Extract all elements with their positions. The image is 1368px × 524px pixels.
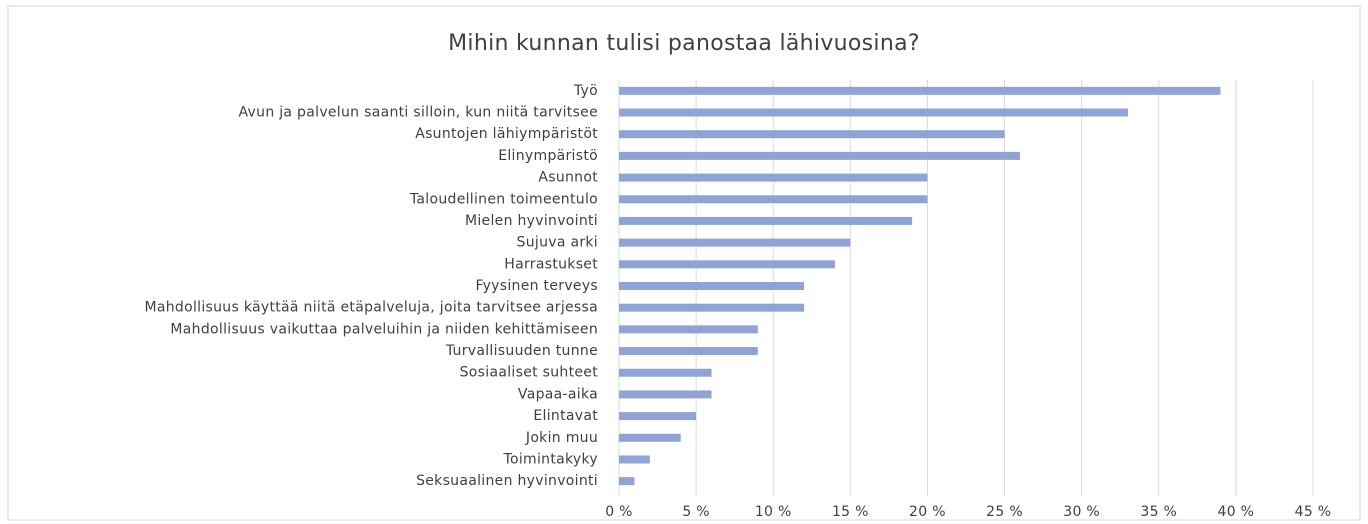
- x-tick-label: 40 %: [1217, 504, 1254, 520]
- x-tick-label: 30 %: [1063, 504, 1100, 520]
- y-tick-label: Turvallisuuden tunne: [445, 343, 598, 359]
- x-tick-label: 0 %: [605, 504, 633, 520]
- bar: [619, 86, 1221, 95]
- y-tick-label: Toimintakyky: [503, 451, 598, 467]
- bar: [619, 151, 1020, 160]
- x-tick-label: 25 %: [986, 504, 1023, 520]
- y-tick-label: Mahdollisuus käyttää niitä etäpalveluja,…: [144, 300, 598, 316]
- bar: [619, 282, 805, 290]
- bar: [619, 195, 928, 204]
- x-tick-label: 45 %: [1295, 504, 1332, 520]
- x-tick-label: 15 %: [832, 504, 869, 520]
- y-tick-label: Taloudellinen toimeentulo: [409, 191, 598, 207]
- bar: [619, 412, 697, 421]
- y-tick-label: Elintavat: [533, 408, 598, 424]
- y-tick-label: Elinympäristö: [498, 148, 598, 164]
- x-tick-label: 20 %: [909, 504, 946, 520]
- bar: [619, 477, 635, 486]
- bar: [619, 347, 758, 356]
- y-tick-label: Seksuaalinen hyvinvointi: [416, 473, 598, 489]
- bar: [619, 238, 851, 247]
- y-tick-label: Mahdollisuus vaikuttaa palveluihin ja ni…: [170, 321, 598, 337]
- y-tick-label: Asunnot: [538, 170, 598, 186]
- bar: [619, 216, 913, 225]
- bar: [619, 303, 805, 312]
- y-tick-label: Sosiaaliset suhteet: [460, 365, 599, 381]
- bar: [619, 130, 1005, 139]
- x-tick-label: 35 %: [1140, 504, 1177, 520]
- y-tick-label: Vapaa-aika: [518, 386, 598, 402]
- chart-title: Mihin kunnan tulisi panostaa lähivuosina…: [448, 31, 920, 56]
- y-tick-label: Mielen hyvinvointi: [465, 213, 598, 229]
- x-tick-label: 10 %: [755, 504, 792, 520]
- bar: [619, 455, 650, 464]
- bar: [619, 325, 758, 334]
- bar: [619, 260, 835, 269]
- y-tick-label: Fyysinen terveys: [476, 278, 598, 294]
- y-tick-label: Harrastukset: [504, 256, 598, 272]
- bar: [619, 368, 712, 377]
- bar: [619, 108, 1128, 117]
- bar: [619, 173, 928, 182]
- y-tick-label: Asuntojen lähiympäristöt: [415, 126, 598, 142]
- y-tick-label: Jokin muu: [525, 430, 598, 446]
- bar: [619, 390, 712, 399]
- x-tick-label: 5 %: [682, 504, 710, 520]
- y-tick-label: Työ: [573, 83, 598, 99]
- y-tick-label: Avun ja palvelun saanti silloin, kun nii…: [239, 105, 599, 121]
- bar: [619, 433, 681, 442]
- y-tick-label: Sujuva arki: [517, 235, 598, 251]
